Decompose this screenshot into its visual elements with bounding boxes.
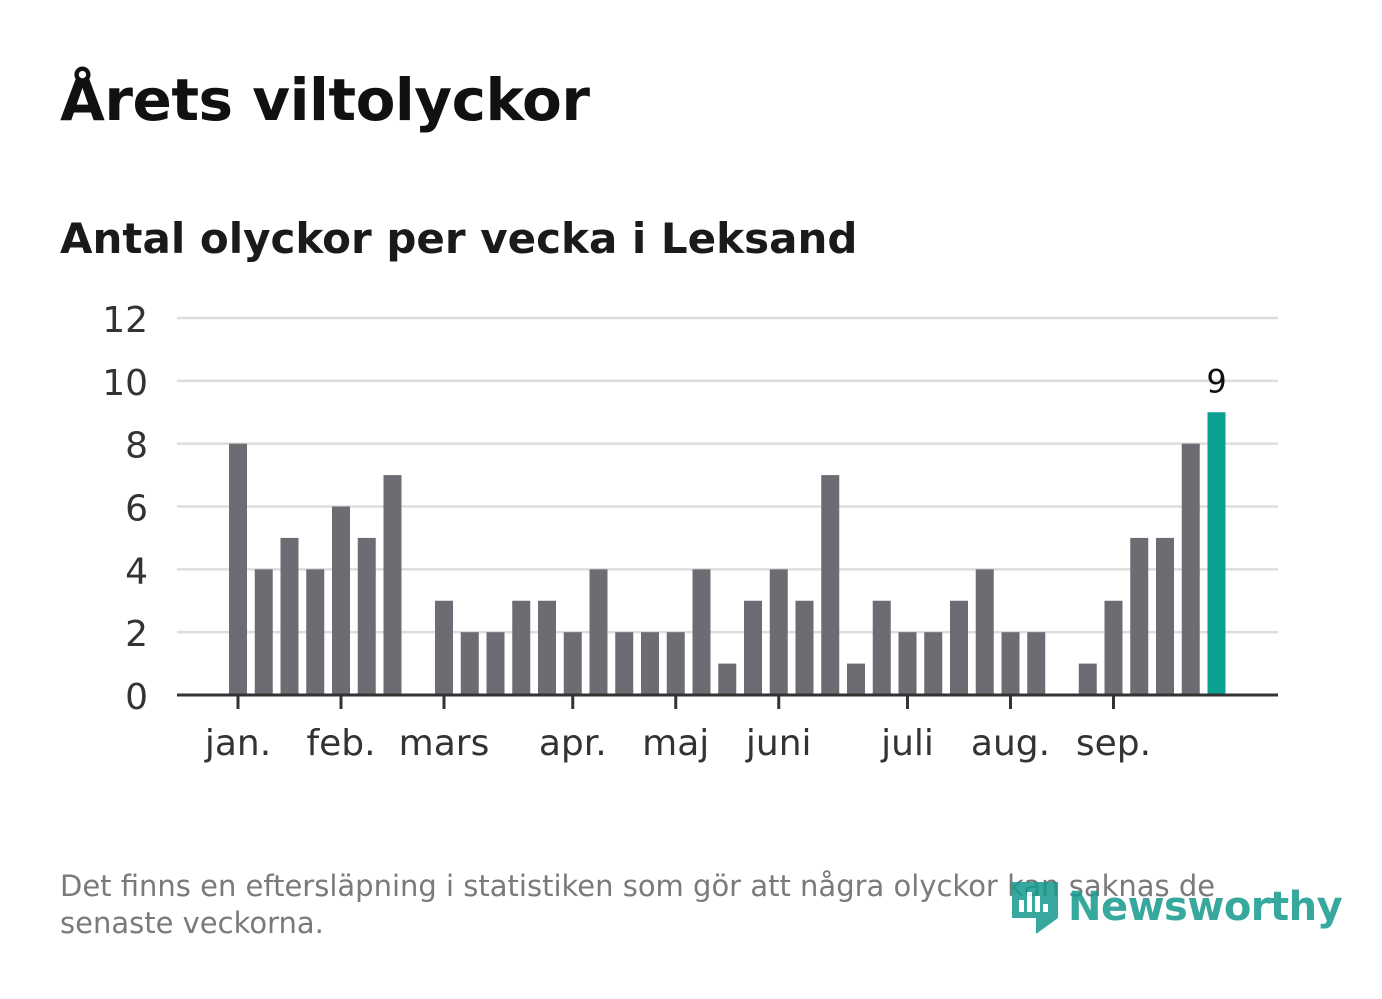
- bar: [1104, 600, 1123, 695]
- logo-text: Newsworthy: [1068, 884, 1343, 930]
- bar: [563, 632, 582, 695]
- bar: [718, 663, 737, 695]
- bar: [666, 632, 685, 695]
- x-tick-label: mars: [399, 723, 490, 764]
- bar: [1001, 632, 1020, 695]
- bar: [847, 663, 865, 695]
- bar: [460, 632, 479, 695]
- bar: [1181, 443, 1200, 695]
- y-tick-label: 6: [125, 489, 148, 530]
- chart-subtitle: Antal olyckor per vecka i Leksand: [60, 214, 858, 263]
- x-tick-label: jan.: [204, 723, 271, 764]
- bar: [692, 569, 711, 695]
- bar: [435, 600, 453, 695]
- bar: [872, 600, 891, 695]
- bar: [332, 506, 350, 695]
- y-tick-label: 8: [125, 426, 148, 467]
- x-tick-label: maj: [642, 723, 709, 764]
- bar: [641, 632, 659, 695]
- bar: [744, 600, 762, 695]
- bar: [1130, 537, 1149, 695]
- data-labels: 9: [1206, 362, 1226, 400]
- bar: [589, 569, 608, 695]
- bar: [1027, 632, 1046, 695]
- bar: [306, 569, 325, 695]
- y-tick-label: 0: [125, 677, 148, 718]
- bar: [280, 537, 299, 695]
- y-tick-label: 4: [125, 551, 148, 592]
- bar: [975, 569, 994, 695]
- bar: [769, 569, 788, 695]
- y-tick-label: 12: [102, 300, 148, 341]
- bar: [1078, 663, 1097, 695]
- y-tick-label: 10: [102, 363, 148, 404]
- x-tick-label: juli: [880, 723, 934, 764]
- data-label: 9: [1206, 362, 1226, 400]
- newsworthy-logo: Newsworthy: [1010, 878, 1343, 936]
- y-axis-ticks: 0 2 4 6 8 10 12: [102, 300, 148, 718]
- bar: [357, 537, 376, 695]
- x-axis-ticks: jan. feb. mars apr. maj juni juli aug. sep.: [204, 695, 1151, 764]
- bar: [383, 475, 402, 695]
- bar: [615, 632, 634, 695]
- bar: [898, 632, 917, 695]
- x-tick-label: feb.: [306, 723, 375, 764]
- bar: [538, 600, 556, 695]
- newsworthy-bars-icon: [1012, 882, 1058, 934]
- bar: [229, 443, 247, 695]
- highlight-bar: [1207, 412, 1226, 695]
- bar: [821, 475, 840, 695]
- bar: [486, 632, 505, 695]
- bar: [924, 632, 943, 695]
- bars: [229, 412, 1226, 695]
- x-tick-label: apr.: [539, 723, 607, 764]
- bar: [795, 600, 814, 695]
- bar-chart: 0 2 4 6 8 10 12 jan. feb. mars apr. maj juni juli aug…: [102, 300, 1278, 764]
- bar: [254, 569, 273, 695]
- bar: [512, 600, 531, 695]
- x-tick-label: sep.: [1076, 723, 1151, 764]
- y-tick-label: 2: [125, 614, 148, 655]
- chart-title: Årets viltolyckor: [60, 66, 590, 134]
- bar: [1156, 537, 1174, 695]
- x-tick-label: juni: [745, 723, 812, 764]
- x-tick-label: aug.: [971, 723, 1050, 764]
- bar: [950, 600, 968, 695]
